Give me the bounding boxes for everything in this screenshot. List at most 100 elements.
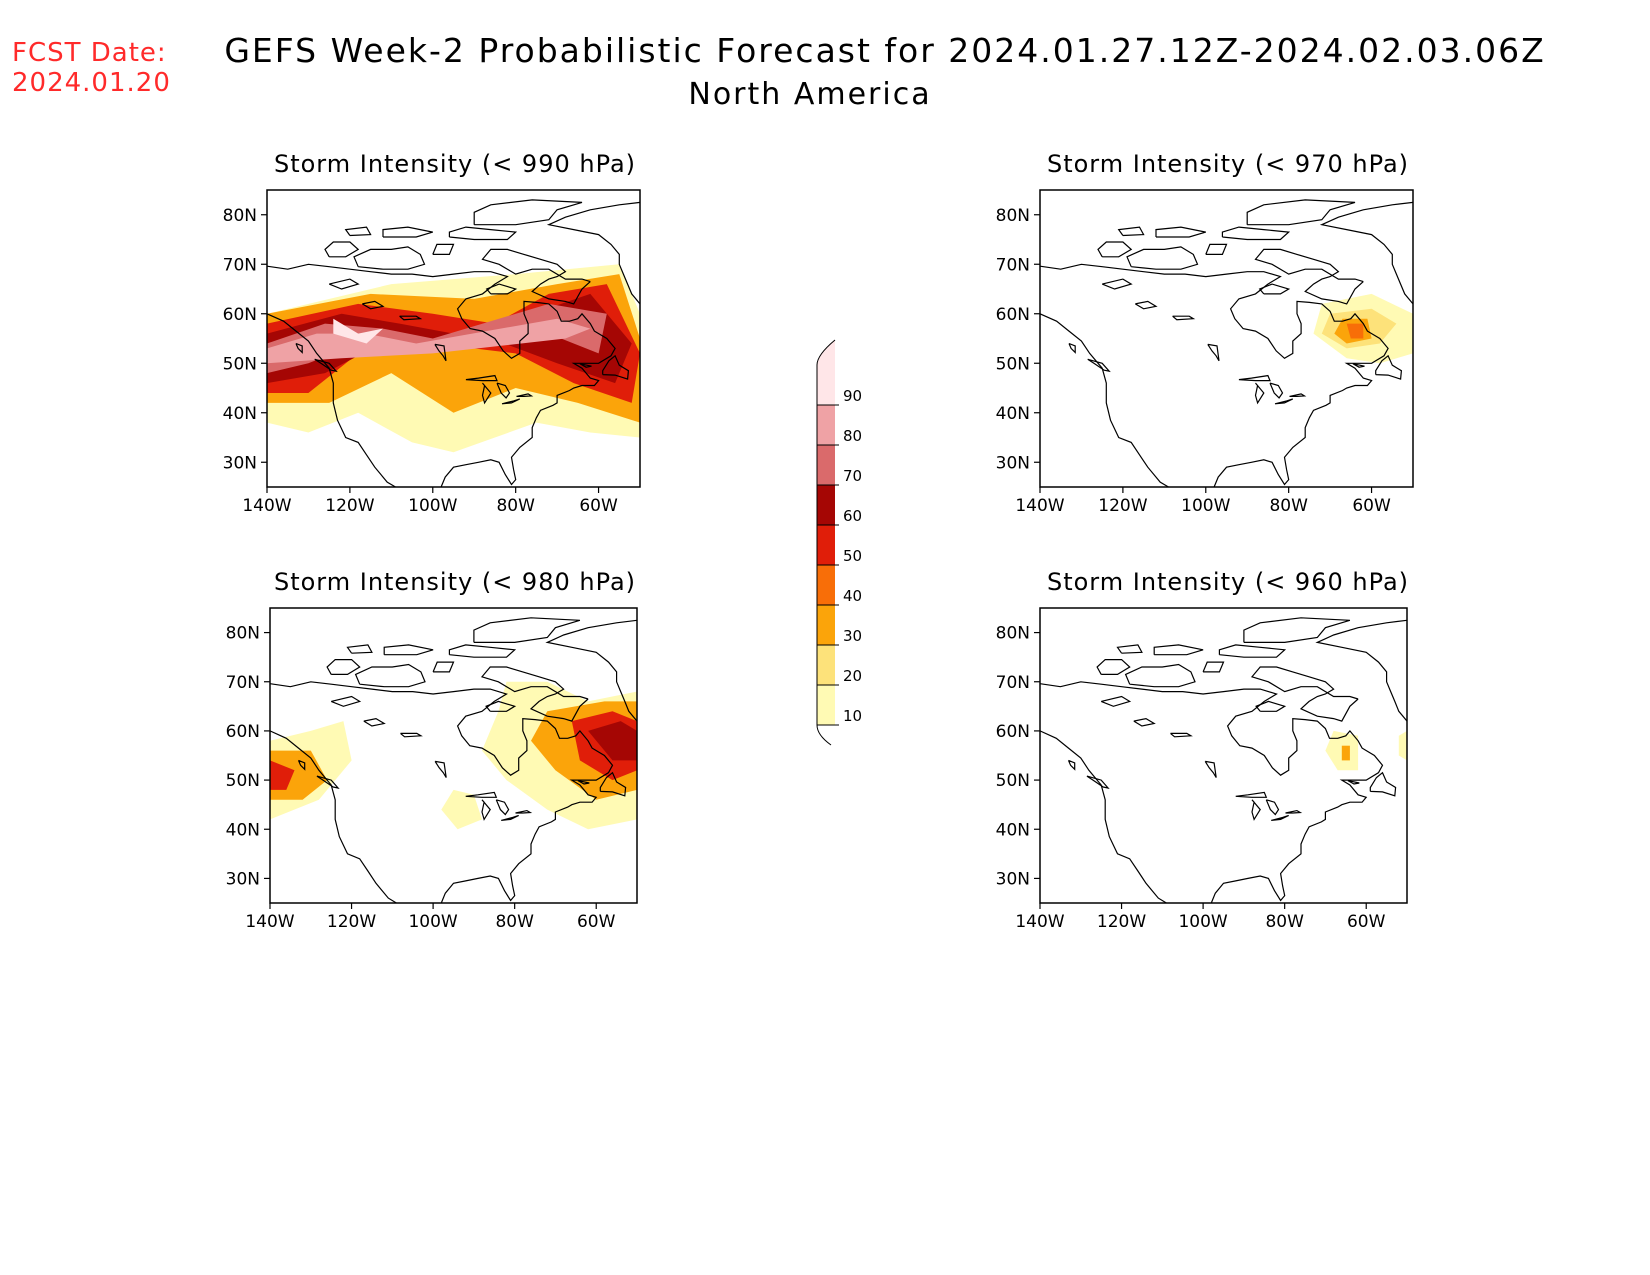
panel-title: Storm Intensity (< 960 hPa) xyxy=(1047,568,1409,596)
lat-label: 80N xyxy=(996,206,1030,226)
colorbar-top-tip xyxy=(817,340,835,365)
colorbar-swatch-50 xyxy=(817,525,835,565)
coastline xyxy=(1274,398,1294,405)
coastline xyxy=(434,343,447,362)
coastline xyxy=(1243,617,1351,643)
coastline xyxy=(1067,759,1076,771)
coastline xyxy=(485,283,518,295)
coastline xyxy=(599,771,627,797)
lon-label: 140W xyxy=(1015,912,1064,932)
lat-label: 50N xyxy=(996,354,1030,374)
coastline xyxy=(577,780,590,785)
coastline xyxy=(434,760,447,778)
lat-label: 70N xyxy=(996,673,1030,693)
map-panel-p980: Storm Intensity (< 980 hPa) 80N 70N 60N 50N 4… xyxy=(226,568,638,932)
coastline xyxy=(1315,619,1407,722)
coastline xyxy=(400,732,423,738)
coastline xyxy=(1319,201,1413,305)
coastline xyxy=(1096,659,1131,675)
coastline xyxy=(432,661,455,673)
coastline xyxy=(1117,226,1145,237)
lon-label: 120W xyxy=(325,496,374,516)
lat-label: 70N xyxy=(996,255,1030,275)
lat-label: 50N xyxy=(996,771,1030,791)
coastline xyxy=(1235,791,1268,798)
coastline xyxy=(485,700,517,712)
coastline xyxy=(1369,771,1397,797)
lat-label: 40N xyxy=(996,820,1030,840)
coastline xyxy=(496,382,511,399)
coastline xyxy=(602,354,630,380)
coastline xyxy=(1133,717,1156,727)
lat-label: 80N xyxy=(996,624,1030,644)
lon-label: 140W xyxy=(245,912,294,932)
coastline xyxy=(481,799,491,821)
coastline xyxy=(1040,313,1169,487)
coastline xyxy=(1347,780,1360,785)
coastline xyxy=(1254,382,1265,405)
colorbar-label: 20 xyxy=(843,667,862,685)
lon-label: 140W xyxy=(242,496,291,516)
lat-label: 80N xyxy=(226,624,260,644)
coastline xyxy=(516,393,534,397)
coastline xyxy=(1040,263,1389,487)
lon-label: 80W xyxy=(1269,496,1308,516)
coastline xyxy=(481,382,492,405)
lat-label: 60N xyxy=(996,722,1030,742)
coastline xyxy=(1250,666,1359,722)
lon-label: 80W xyxy=(496,496,535,516)
lon-label: 100W xyxy=(1178,912,1227,932)
coastline xyxy=(501,398,521,405)
coastline xyxy=(1246,199,1356,226)
coastline xyxy=(1255,700,1287,712)
coastline xyxy=(382,226,433,238)
coastline xyxy=(295,342,303,354)
colorbar: 10 20 30 40 50 60 70 80 90 xyxy=(816,339,862,746)
coastline xyxy=(1289,393,1307,397)
lon-label: 100W xyxy=(1181,496,1230,516)
coastline xyxy=(1134,300,1158,310)
probability-area-10 xyxy=(1398,730,1407,761)
coastline xyxy=(354,663,426,688)
map-panel-p970: Storm Intensity (< 970 hPa) 80N 70N 60N 50N 4… xyxy=(996,150,1414,516)
coastline xyxy=(270,681,614,903)
lat-label: 40N xyxy=(223,404,257,424)
coastline xyxy=(1170,732,1193,738)
coastline xyxy=(579,363,592,368)
probability-area-30 xyxy=(1341,745,1350,761)
colorbar-swatch-80 xyxy=(817,405,835,445)
map-frame xyxy=(266,189,641,488)
lon-label: 60W xyxy=(1352,496,1391,516)
probability-area-50 xyxy=(270,760,295,790)
coastline xyxy=(344,226,372,237)
page-subtitle: North America xyxy=(688,77,932,112)
lon-label: 120W xyxy=(327,912,376,932)
map-frame xyxy=(1039,607,1408,904)
map-frame xyxy=(269,607,638,904)
coastline xyxy=(1153,644,1204,656)
probability-area-10 xyxy=(1325,730,1359,771)
page-title: GEFS Week-2 Probabilistic Forecast for 2… xyxy=(224,31,1546,70)
coastline xyxy=(1100,695,1132,707)
colorbar-label: 30 xyxy=(843,627,862,645)
coastline xyxy=(297,759,306,771)
coastline xyxy=(473,617,581,643)
coastline xyxy=(448,226,518,241)
colorbar-swatch-60 xyxy=(817,485,835,525)
lat-label: 40N xyxy=(226,820,260,840)
coastline xyxy=(465,791,498,798)
fcst-label: FCST Date: xyxy=(12,38,167,68)
coastline xyxy=(1269,382,1284,399)
coastline xyxy=(1207,343,1220,362)
probability-area-40 xyxy=(1346,323,1364,339)
lon-label: 120W xyxy=(1097,912,1146,932)
coastline xyxy=(1251,799,1261,821)
coastline xyxy=(1205,243,1228,255)
coastline xyxy=(480,666,589,722)
coastline xyxy=(267,263,616,487)
map-area xyxy=(270,617,637,903)
lat-label: 50N xyxy=(226,771,260,791)
forecast-date-label: FCST Date: 2024.01.20 xyxy=(12,38,171,98)
coastline xyxy=(326,659,361,675)
probability-area-60 xyxy=(588,721,637,761)
